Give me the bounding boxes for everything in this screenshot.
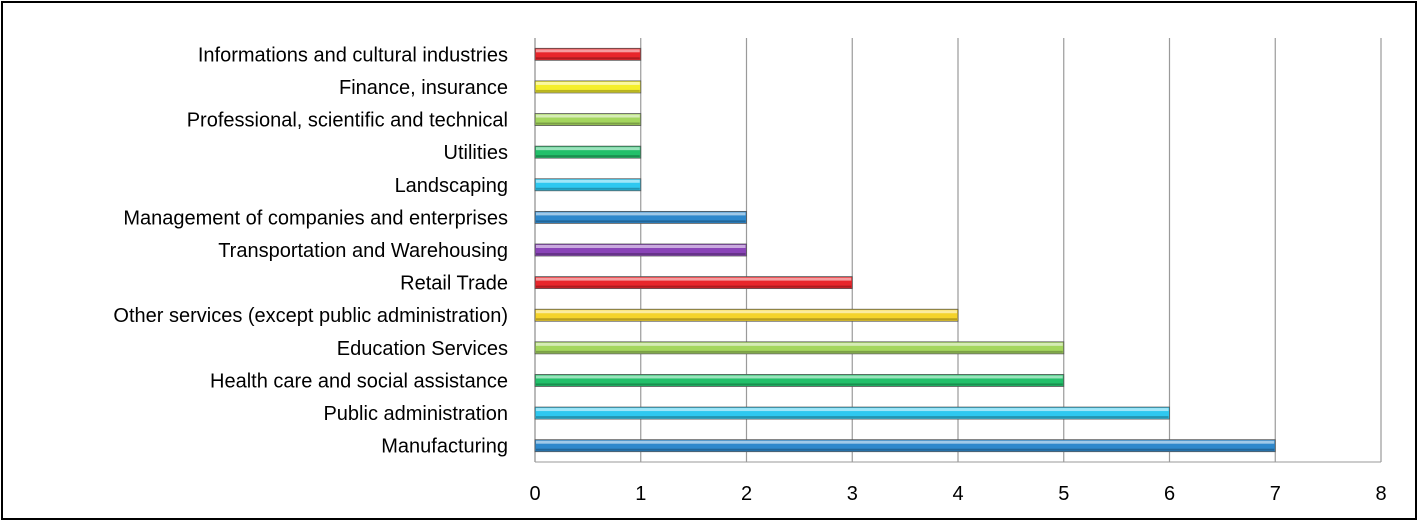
- bar-highlight: [536, 114, 640, 118]
- category-labels: Manufacturing Public administration Health…: [113, 44, 508, 457]
- bar-highlight: [536, 245, 746, 248]
- bar: [534, 341, 1065, 355]
- bar-highlight: [536, 342, 1063, 346]
- x-tick-label: 7: [1270, 483, 1281, 505]
- category-label: Professional, scientific and technical: [187, 110, 508, 132]
- x-tick-label: 5: [1058, 483, 1069, 505]
- x-axis-ticks: 0 1 2 3 4 5 6 7 8: [529, 483, 1386, 505]
- bar: [534, 243, 747, 257]
- bar: [534, 145, 642, 159]
- bar-highlight: [536, 212, 746, 216]
- category-label: Informations and cultural industries: [198, 44, 508, 66]
- bar-shadow: [536, 89, 640, 92]
- bar-shadow: [536, 350, 1063, 353]
- bar: [534, 178, 642, 192]
- bar-shadow: [536, 253, 746, 255]
- x-tick-label: 1: [635, 483, 646, 505]
- category-label: Manufacturing: [381, 436, 508, 458]
- bar-shadow: [536, 383, 1063, 386]
- bar-highlight: [536, 179, 640, 183]
- bar: [534, 80, 642, 94]
- bar-shadow: [536, 187, 640, 190]
- bar: [534, 439, 1276, 453]
- bar-highlight: [536, 408, 1169, 412]
- category-label: Management of companies and enterprises: [123, 207, 508, 229]
- bar-shadow: [536, 285, 852, 288]
- bar: [534, 210, 747, 224]
- x-tick-label: 4: [952, 483, 963, 505]
- category-label: Landscaping: [395, 175, 508, 197]
- gridlines: [534, 38, 1382, 463]
- bar-shadow: [536, 220, 746, 223]
- bar: [534, 276, 853, 290]
- bars: [534, 47, 1276, 453]
- category-label: Retail Trade: [400, 273, 508, 295]
- x-tick-label: 3: [847, 483, 858, 505]
- bar: [534, 113, 642, 126]
- bar-highlight: [536, 277, 852, 281]
- bar-shadow: [536, 122, 640, 125]
- bar: [534, 406, 1170, 420]
- x-tick-label: 8: [1375, 483, 1386, 505]
- x-tick-label: 2: [741, 483, 752, 505]
- category-label: Health care and social assistance: [210, 370, 508, 392]
- category-label: Other services (except public administra…: [113, 305, 508, 327]
- bar-highlight: [536, 147, 640, 151]
- bar-highlight: [536, 375, 1063, 379]
- category-label: Finance, insurance: [339, 77, 508, 99]
- bar: [534, 308, 959, 322]
- x-tick-label: 6: [1164, 483, 1175, 505]
- bar-highlight: [536, 310, 957, 314]
- category-label: Transportation and Warehousing: [218, 240, 508, 262]
- bar: [534, 374, 1065, 387]
- bar-highlight: [536, 49, 640, 53]
- category-label: Utilities: [444, 142, 508, 164]
- bar: [534, 47, 642, 61]
- bar-highlight: [536, 440, 1275, 444]
- bar-shadow: [536, 155, 640, 158]
- category-label: Education Services: [337, 338, 508, 360]
- bar-shadow: [536, 448, 1275, 451]
- category-label: Public administration: [323, 403, 508, 425]
- bar-highlight: [536, 81, 640, 85]
- bar-shadow: [536, 416, 1169, 419]
- x-tick-label: 0: [529, 483, 540, 505]
- bar-shadow: [536, 318, 957, 321]
- bar-shadow: [536, 57, 640, 60]
